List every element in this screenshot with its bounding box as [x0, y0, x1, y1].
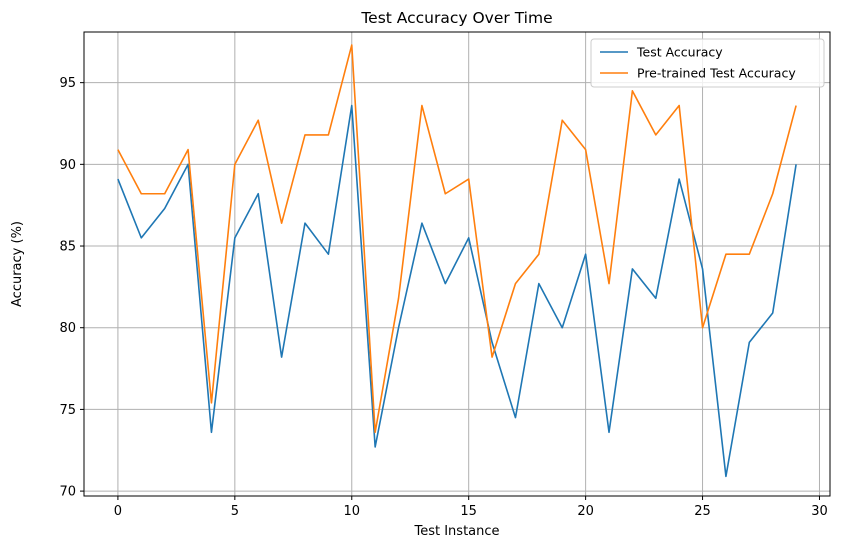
y-tick-label: 85: [59, 240, 76, 255]
x-tick-label: 5: [231, 504, 239, 519]
y-tick-label: 75: [59, 403, 76, 418]
y-tick-label: 90: [59, 158, 76, 173]
x-tick-label: 30: [811, 504, 828, 519]
legend: Test Accuracy Pre-trained Test Accuracy: [590, 38, 825, 88]
x-tick-label: 0: [114, 504, 122, 519]
y-tick-label: 70: [59, 485, 76, 500]
legend-label-pretrained-accuracy: Pre-trained Test Accuracy: [637, 66, 796, 81]
x-tick-label: 20: [577, 504, 594, 519]
plot-frame: [83, 31, 831, 497]
y-tick-label: 80: [59, 321, 76, 336]
y-tick-label: 95: [59, 76, 76, 91]
series-lines: [117, 44, 797, 478]
legend-label-test-accuracy: Test Accuracy: [636, 45, 723, 60]
legend-box: [590, 38, 825, 88]
x-tick-label: 15: [460, 504, 477, 519]
series-line-pretrained-accuracy: [117, 44, 797, 434]
grid: [84, 32, 830, 496]
y-axis-label: Accuracy (%): [10, 221, 25, 307]
x-axis-ticks: 0 5 10 15 20 25 30: [114, 496, 828, 519]
x-tick-label: 25: [694, 504, 711, 519]
chart-title: Test Accuracy Over Time: [360, 9, 552, 27]
y-axis-ticks: 70 75 80 85 90 95: [59, 76, 84, 500]
series-line-test-accuracy: [117, 104, 797, 478]
x-axis-label: Test Instance: [413, 524, 499, 539]
x-tick-label: 10: [343, 504, 360, 519]
